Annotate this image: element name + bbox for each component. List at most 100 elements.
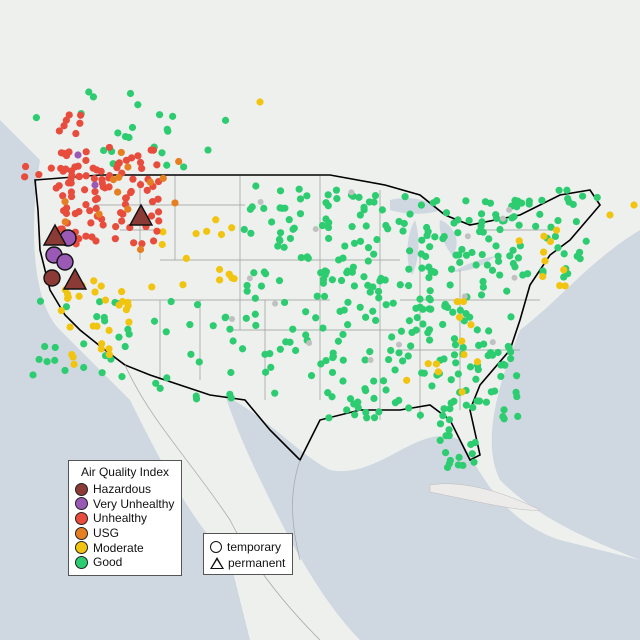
- monitor-marker: [445, 426, 453, 434]
- monitor-marker: [163, 374, 171, 382]
- monitor-marker: [473, 326, 481, 334]
- monitor-marker: [510, 213, 518, 221]
- permanent-monitor-marker: [128, 203, 154, 226]
- monitor-marker: [462, 251, 471, 259]
- monitor-marker: [375, 294, 383, 302]
- monitor-marker: [126, 223, 134, 232]
- monitor-marker: [464, 233, 471, 240]
- monitor-marker: [436, 436, 444, 445]
- permanent-label: permanent: [228, 556, 286, 570]
- monitor-marker: [499, 412, 507, 421]
- monitor-marker: [51, 343, 59, 352]
- monitor-marker: [158, 149, 166, 157]
- monitor-marker: [360, 273, 368, 281]
- monitor-marker: [361, 356, 369, 364]
- monitor-marker: [242, 314, 250, 322]
- monitor-marker: [356, 303, 364, 311]
- monitor-marker: [251, 294, 259, 302]
- monitor-marker: [228, 224, 236, 232]
- monitor-marker: [391, 366, 399, 374]
- monitor-marker: [296, 210, 305, 218]
- monitor-marker: [512, 372, 521, 380]
- monitor-marker: [167, 297, 175, 306]
- monitor-marker: [70, 360, 78, 368]
- monitor-marker: [280, 298, 289, 307]
- monitor-marker: [163, 125, 171, 133]
- monitor-marker: [91, 288, 99, 296]
- monitor-marker: [388, 333, 396, 341]
- monitor-marker: [422, 252, 430, 261]
- monitor-marker: [356, 211, 364, 219]
- monitor-marker: [146, 178, 154, 186]
- monitor-marker: [515, 237, 523, 245]
- state-lines: [95, 175, 560, 420]
- monitor-marker: [452, 251, 460, 259]
- monitor-marker: [105, 351, 113, 359]
- monitor-marker: [77, 111, 85, 119]
- monitor-marker: [251, 310, 259, 318]
- monitor-marker: [507, 313, 515, 321]
- monitor-marker: [97, 345, 105, 353]
- monitor-marker: [82, 232, 90, 240]
- monitor-marker: [109, 176, 118, 184]
- monitor-marker: [317, 360, 325, 368]
- temporary-label: temporary: [227, 540, 282, 554]
- monitor-marker: [425, 273, 433, 282]
- monitor-marker: [362, 313, 370, 321]
- monitor-marker: [64, 179, 73, 187]
- legend-item-unhealthy: Unhealthy: [75, 511, 175, 526]
- monitor-marker: [479, 277, 487, 286]
- monitor-marker: [480, 340, 488, 348]
- monitor-marker: [247, 229, 255, 237]
- monitor-marker: [344, 321, 352, 329]
- monitor-marker: [395, 341, 402, 348]
- monitor-marker: [329, 349, 337, 357]
- temporary-monitor-marker: [43, 269, 61, 287]
- monitor-marker: [155, 111, 164, 119]
- monitor-marker: [416, 411, 424, 419]
- monitor-marker: [82, 201, 90, 209]
- monitor-marker: [355, 193, 363, 201]
- monitor-marker: [136, 245, 145, 254]
- legend-title: Air Quality Index: [80, 465, 170, 479]
- monitor-marker: [554, 217, 562, 225]
- monitor-markers: [21, 88, 638, 472]
- monitor-marker: [406, 210, 414, 218]
- monitor-marker: [500, 406, 508, 414]
- monitor-marker: [406, 247, 414, 255]
- monitor-marker: [93, 313, 101, 321]
- monitor-marker: [458, 245, 466, 254]
- monitor-marker: [325, 234, 333, 243]
- monitor-marker: [180, 163, 188, 171]
- monitor-marker: [396, 281, 404, 289]
- monitor-marker: [391, 399, 399, 407]
- monitor-marker: [513, 392, 521, 401]
- monitor-marker: [280, 243, 288, 251]
- monitor-marker: [252, 321, 260, 330]
- monitor-marker: [182, 254, 190, 263]
- monitor-marker: [360, 206, 368, 214]
- monitor-marker: [275, 235, 284, 244]
- monitor-marker: [339, 356, 347, 364]
- monitor-marker: [348, 223, 356, 231]
- monitor-marker: [335, 256, 343, 264]
- monitor-marker: [494, 252, 502, 260]
- monitor-marker: [290, 224, 298, 232]
- legend-item-usg: USG: [75, 526, 175, 541]
- monitor-marker: [547, 223, 555, 231]
- monitor-marker: [80, 363, 88, 372]
- monitor-marker: [62, 209, 71, 218]
- monitor-marker: [238, 345, 247, 353]
- monitor-marker: [450, 335, 459, 343]
- monitor-marker: [122, 306, 130, 314]
- monitor-marker: [155, 217, 163, 225]
- monitor-marker: [378, 206, 387, 214]
- monitor-marker: [61, 366, 69, 375]
- monitor-marker: [252, 182, 260, 190]
- monitor-marker: [440, 405, 448, 413]
- monitor-marker: [418, 264, 426, 272]
- monitor-marker: [230, 275, 238, 283]
- monitor-marker: [418, 236, 426, 244]
- monitor-marker: [321, 267, 329, 275]
- monitor-marker: [423, 231, 431, 240]
